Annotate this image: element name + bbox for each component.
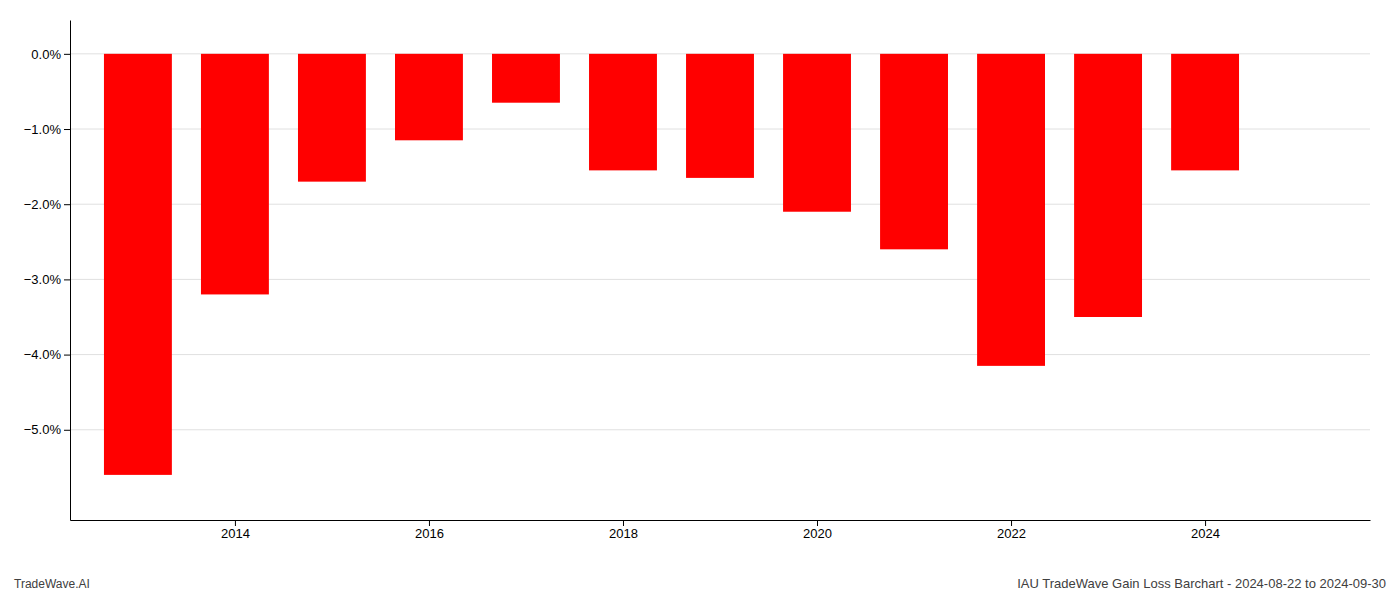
tick-label: 2016 <box>415 526 444 541</box>
tick-mark <box>64 129 70 130</box>
bar <box>298 54 366 182</box>
tick-label: −1.0% <box>24 122 62 137</box>
annotation: TradeWave.AI <box>14 577 90 591</box>
tick-label: 2014 <box>221 526 250 541</box>
tick-label: −4.0% <box>24 347 62 362</box>
y-axis: 0.0% −1.0% −2.0% −3.0% −4.0% −5.0% <box>24 21 71 521</box>
bar <box>1074 54 1142 317</box>
bar <box>783 54 851 212</box>
tick-mark <box>64 54 70 55</box>
plot: 0.0%−1.0%−2.0%−3.0%−4.0%−5.0%20142016201… <box>24 21 1371 542</box>
chart: 0.0%−1.0%−2.0%−3.0%−4.0%−5.0%20142016201… <box>0 0 1400 600</box>
axis-line <box>71 520 1371 521</box>
tick: −4.0% <box>24 347 70 362</box>
grid <box>70 54 1370 430</box>
tick-mark <box>817 520 818 526</box>
tick: 2014 <box>221 520 250 541</box>
tick: −2.0% <box>24 197 70 212</box>
tick: −1.0% <box>24 122 70 137</box>
x-axis: 2014 2016 2018 2020 2022 2024 <box>71 520 1371 541</box>
bar <box>104 54 172 475</box>
tick-mark <box>429 520 430 526</box>
tick-label: 2018 <box>609 526 638 541</box>
bar <box>492 54 560 103</box>
tick-label: −5.0% <box>24 422 62 437</box>
grid-line <box>70 429 1370 430</box>
tick-mark <box>1011 520 1012 526</box>
tick-label: 2022 <box>997 526 1026 541</box>
tick-mark <box>1205 520 1206 526</box>
bar <box>201 54 269 295</box>
bar <box>977 54 1045 366</box>
bar <box>1171 54 1239 171</box>
bar <box>395 54 463 140</box>
grid-line <box>70 354 1370 355</box>
tick-label: −3.0% <box>24 272 62 287</box>
tick: 2016 <box>415 520 444 541</box>
tick-label: 2024 <box>1191 526 1220 541</box>
bar <box>589 54 657 171</box>
tick: 0.0% <box>31 46 70 61</box>
tick-mark <box>64 430 70 431</box>
tick-mark <box>64 204 70 205</box>
tick: 2024 <box>1191 520 1220 541</box>
tick: 2018 <box>609 520 638 541</box>
axis-line <box>70 21 71 521</box>
tick: −3.0% <box>24 272 70 287</box>
bar <box>686 54 754 178</box>
bar <box>880 54 948 249</box>
tick-label: 2020 <box>803 526 832 541</box>
tick-mark <box>235 520 236 526</box>
tick-label: −2.0% <box>24 197 62 212</box>
tick-mark <box>64 355 70 356</box>
tick: 2020 <box>803 520 832 541</box>
title: IAU TradeWave Gain Loss Barchart - 2024-… <box>1017 576 1386 591</box>
tick: 2022 <box>997 520 1026 541</box>
bars <box>104 54 1239 475</box>
tick: −5.0% <box>24 422 70 437</box>
tick-label: 0.0% <box>31 46 61 61</box>
tick-mark <box>64 279 70 280</box>
tick-mark <box>623 520 624 526</box>
